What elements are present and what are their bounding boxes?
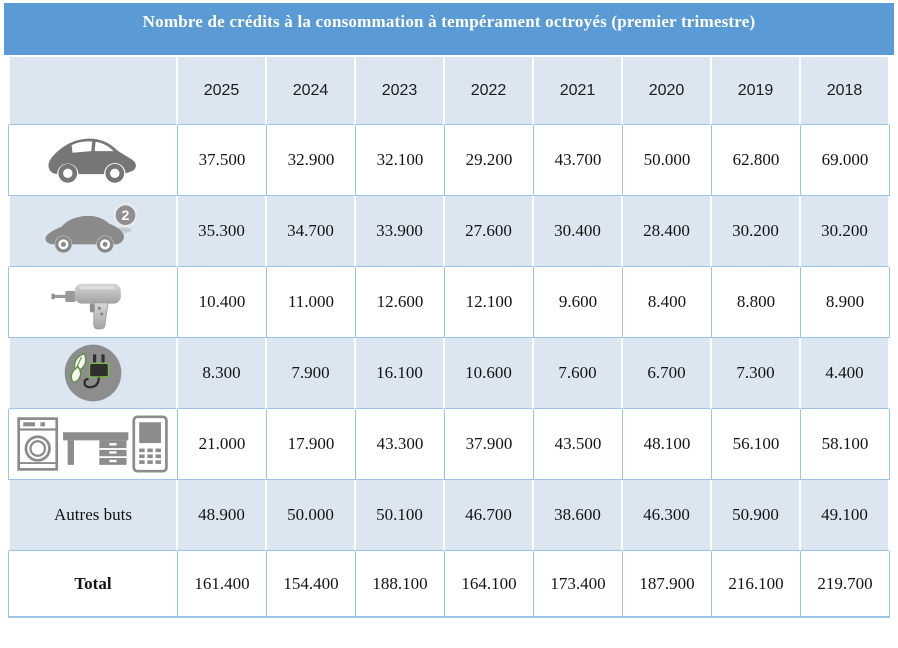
header-year: 2023: [356, 57, 445, 125]
row-label-cell: [8, 409, 178, 480]
table-cell: 49.100: [801, 480, 890, 551]
new-car-icon: [48, 138, 136, 183]
table-cell: 30.400: [534, 196, 623, 267]
used-car-icon: 2: [45, 203, 138, 253]
header-empty-cell: [8, 57, 178, 125]
header-year: 2025: [178, 57, 267, 125]
table-cell: 43.700: [534, 125, 623, 196]
header-year: 2021: [534, 57, 623, 125]
row-label-cell: 2: [8, 196, 178, 267]
table-cell: 29.200: [445, 125, 534, 196]
table-cell: 58.100: [801, 409, 890, 480]
table-cell: 173.400: [534, 551, 623, 618]
table-cell: 7.300: [712, 338, 801, 409]
table-cell: 35.300: [178, 196, 267, 267]
table-cell: 11.000: [267, 267, 356, 338]
table-cell: 219.700: [801, 551, 890, 618]
table-row-total: Total 161.400 154.400 188.100 164.100 17…: [8, 551, 890, 618]
table-cell: 69.000: [801, 125, 890, 196]
total-label-cell: Total: [8, 551, 178, 618]
table-cell: 46.300: [623, 480, 712, 551]
table-cell: 7.900: [267, 338, 356, 409]
table-cell: 9.600: [534, 267, 623, 338]
svg-text:2: 2: [122, 208, 130, 224]
table-cell: 37.500: [178, 125, 267, 196]
table-cell: 6.700: [623, 338, 712, 409]
row-label-cell: [8, 338, 178, 409]
table-cell: 43.500: [534, 409, 623, 480]
row-label-cell: [8, 125, 178, 196]
drill-icon: [51, 283, 121, 330]
table-cell: 30.200: [712, 196, 801, 267]
page-title: Nombre de crédits à la consommation à te…: [142, 12, 756, 31]
header-year: 2024: [267, 57, 356, 125]
table-cell: 10.400: [178, 267, 267, 338]
table-cell: 8.800: [712, 267, 801, 338]
credit-table: 2025 2024 2023 2022 2021 2020 2019 2018 …: [8, 57, 890, 618]
table-cell: 154.400: [267, 551, 356, 618]
table-cell: 48.900: [178, 480, 267, 551]
table-cell: 216.100: [712, 551, 801, 618]
table-cell: 37.900: [445, 409, 534, 480]
table-cell: 8.400: [623, 267, 712, 338]
table-cell: 43.300: [356, 409, 445, 480]
table-cell: 48.100: [623, 409, 712, 480]
table-cell: 161.400: [178, 551, 267, 618]
table-cell: 34.700: [267, 196, 356, 267]
green-energy-plug-icon: [64, 344, 122, 402]
table-cell: 50.000: [623, 125, 712, 196]
header-year: 2022: [445, 57, 534, 125]
table-cell: 46.700: [445, 480, 534, 551]
table-cell: 187.900: [623, 551, 712, 618]
table-cell: 56.100: [712, 409, 801, 480]
table-cell: 28.400: [623, 196, 712, 267]
table-cell: 10.600: [445, 338, 534, 409]
header-year: 2020: [623, 57, 712, 125]
row-label-cell: [8, 267, 178, 338]
table-cell: 33.900: [356, 196, 445, 267]
table-cell: 27.600: [445, 196, 534, 267]
table-cell: 12.100: [445, 267, 534, 338]
table-cell: 50.100: [356, 480, 445, 551]
table-row-appliances: 21.000 17.900 43.300 37.900 43.500 48.10…: [8, 409, 890, 480]
table-cell: 32.900: [267, 125, 356, 196]
table-row-new-cars: 37.500 32.900 32.100 29.200 43.700 50.00…: [8, 125, 890, 196]
table-cell: 50.900: [712, 480, 801, 551]
table-cell: 17.900: [267, 409, 356, 480]
table-cell: 30.200: [801, 196, 890, 267]
table-row-green-energy: 8.300 7.900 16.100 10.600 7.600 6.700 7.…: [8, 338, 890, 409]
header-year: 2019: [712, 57, 801, 125]
table-cell: 8.300: [178, 338, 267, 409]
table-cell: 50.000: [267, 480, 356, 551]
table-header-row: 2025 2024 2023 2022 2021 2020 2019 2018: [8, 57, 890, 125]
table-cell: 16.100: [356, 338, 445, 409]
table-cell: 32.100: [356, 125, 445, 196]
table-cell: 38.600: [534, 480, 623, 551]
table-row-other-purposes: Autres buts 48.900 50.000 50.100 46.700 …: [8, 480, 890, 551]
appliances-furniture-phone-icon: [17, 415, 168, 473]
table-cell: 12.600: [356, 267, 445, 338]
header-year: 2018: [801, 57, 890, 125]
row-label-cell: Autres buts: [8, 480, 178, 551]
table-cell: 62.800: [712, 125, 801, 196]
table-cell: 164.100: [445, 551, 534, 618]
table-cell: 188.100: [356, 551, 445, 618]
table-cell: 21.000: [178, 409, 267, 480]
table-row-used-cars: 2 35.300 34.700 33.900 27.600 30.400 28.…: [8, 196, 890, 267]
badge-2-icon: [113, 203, 138, 228]
table-cell: 4.400: [801, 338, 890, 409]
table-cell: 8.900: [801, 267, 890, 338]
table-title-bar: Nombre de crédits à la consommation à te…: [4, 3, 894, 55]
table-row-renovation: 10.400 11.000 12.600 12.100 9.600 8.400 …: [8, 267, 890, 338]
table-cell: 7.600: [534, 338, 623, 409]
